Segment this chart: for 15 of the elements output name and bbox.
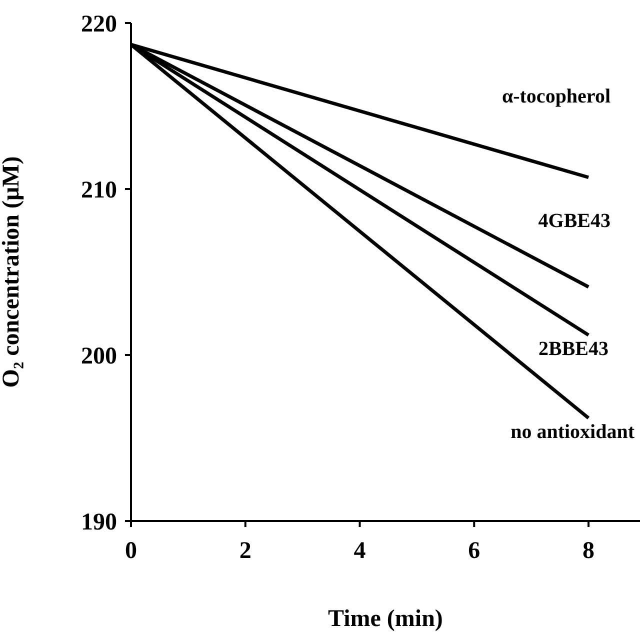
series-label: 4GBE43 <box>538 210 611 232</box>
x-tick-label: 8 <box>582 538 595 564</box>
y-tick-label: 210 <box>81 178 117 204</box>
x-tick-label: 6 <box>468 538 480 564</box>
series-label: 2BBE43 <box>538 338 609 360</box>
x-tick-label: 4 <box>354 538 366 564</box>
x-tick-label: 0 <box>125 538 137 564</box>
series-label: no antioxidant <box>510 421 635 444</box>
y-axis-title: O₂ concentration (μM) <box>0 156 25 388</box>
x-tick-label: 2 <box>239 538 252 564</box>
text: α-tocopherol <box>502 85 611 108</box>
y-tick-label: 220 <box>81 12 117 38</box>
y-tick-label: 200 <box>81 344 117 370</box>
x-axis-title: Time (min) <box>328 606 443 632</box>
y-tick-label: 190 <box>81 510 117 536</box>
